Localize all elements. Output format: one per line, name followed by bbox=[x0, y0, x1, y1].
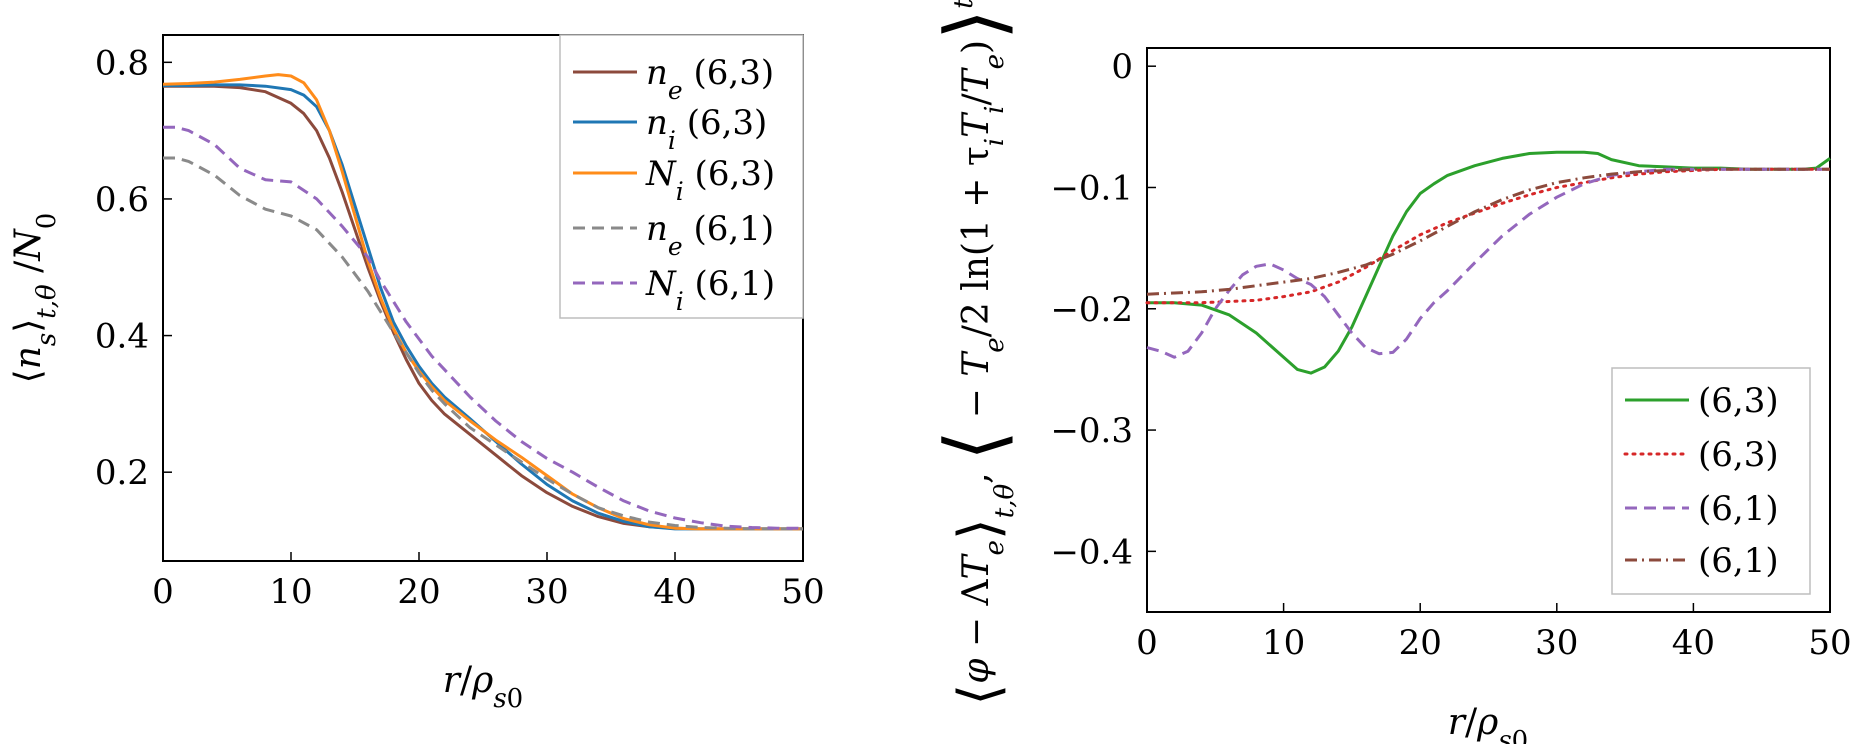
legend-item-Ni-6-3: Ni (6,3) bbox=[573, 154, 775, 206]
legend: ne (6,3) ni (6,3) Ni (6,3) ne (6,1) Ni (… bbox=[559, 34, 804, 319]
x-tick-label: 10 bbox=[1262, 623, 1305, 663]
x-axis-label: r/ρs0 bbox=[1448, 702, 1528, 744]
legend-item-6-3-dotted: (6,3) bbox=[1623, 435, 1779, 475]
legend-item-6-1-dashed: (6,1) bbox=[1625, 489, 1779, 529]
x-axis-label: r/ρs0 bbox=[443, 660, 523, 714]
x-tick-label: 50 bbox=[1808, 623, 1850, 663]
legend-label: Ni (6,1) bbox=[645, 264, 775, 316]
legend-item-ni-6-3: ni (6,3) bbox=[573, 103, 767, 155]
x-tick-label: 20 bbox=[1399, 623, 1442, 663]
x-tick-label: 20 bbox=[397, 572, 440, 612]
series-group bbox=[162, 73, 803, 531]
legend-item-ne-6-3: ne (6,3) bbox=[573, 53, 774, 105]
tick-group: 0 10 20 30 40 50 0.2 0.4 0.6 0.8 bbox=[95, 43, 825, 612]
legend-box bbox=[1611, 367, 1811, 595]
series-line-4 bbox=[163, 125, 803, 530]
legend-label: ni (6,3) bbox=[646, 103, 767, 155]
x-tick-label: 40 bbox=[653, 572, 696, 612]
legend-label: ne (6,1) bbox=[646, 209, 774, 261]
legend-item-Ni-6-1: Ni (6,1) bbox=[573, 264, 775, 316]
density-profile-chart: 0 10 20 30 40 50 0.2 0.4 0.6 0.8 ⟨ns⟩t,θ /N0 r/ρs… bbox=[8, 34, 825, 714]
x-tick-label: 10 bbox=[269, 572, 312, 612]
series-line-3 bbox=[1146, 167, 1830, 296]
x-tick-label: 40 bbox=[1672, 623, 1715, 663]
y-tick-label: 0.6 bbox=[95, 180, 149, 220]
x-tick-label: 0 bbox=[152, 572, 174, 612]
legend-label: (6,1) bbox=[1698, 489, 1779, 529]
y-tick-label: −0.1 bbox=[1050, 168, 1133, 208]
y-tick-label: 0.4 bbox=[95, 317, 149, 357]
tick-group: 0 10 20 30 40 50 0 −0.1 −0.2 −0.3 −0.4 bbox=[1050, 47, 1850, 663]
y-tick-label: −0.4 bbox=[1050, 532, 1133, 572]
legend-label: ne (6,3) bbox=[646, 53, 774, 105]
x-tick-label: 0 bbox=[1136, 623, 1158, 663]
y-tick-label: −0.3 bbox=[1050, 411, 1133, 451]
legend-item-ne-6-1: ne (6,1) bbox=[573, 209, 774, 261]
y-axis-label: ⟨φ − ΛTe⟩t,θ, ⟨ − Te/2 ln(1 + τiTi/Te)⟩t… bbox=[928, 0, 1021, 706]
legend-item-6-3-solid: (6,3) bbox=[1625, 381, 1779, 421]
y-tick-label: 0.8 bbox=[95, 43, 149, 83]
y-axis-label: ⟨ns⟩t,θ /N0 bbox=[8, 213, 62, 384]
legend-label: Ni (6,3) bbox=[645, 154, 775, 206]
series-line-0 bbox=[1147, 150, 1831, 375]
potential-profile-chart: 0 10 20 30 40 50 0 −0.1 −0.2 −0.3 −0.4 ⟨φ − ΛTe⟩t,… bbox=[928, 0, 1850, 744]
legend-label: (6,3) bbox=[1698, 381, 1779, 421]
legend-label: (6,1) bbox=[1698, 541, 1779, 581]
y-tick-label: −0.2 bbox=[1050, 290, 1133, 330]
x-tick-label: 30 bbox=[525, 572, 568, 612]
y-tick-label: 0.2 bbox=[95, 453, 149, 493]
x-tick-label: 30 bbox=[1535, 623, 1578, 663]
legend-item-6-1-dashdot: (6,1) bbox=[1625, 541, 1779, 581]
legend-label: (6,3) bbox=[1698, 435, 1779, 475]
series-group bbox=[1145, 150, 1832, 375]
x-tick-label: 50 bbox=[781, 572, 824, 612]
plot-frame bbox=[1146, 47, 1831, 613]
legend-box bbox=[559, 34, 804, 319]
legend: (6,3) (6,3) (6,1) (6,1) bbox=[1611, 367, 1811, 595]
series-line-1 bbox=[1145, 167, 1832, 305]
y-tick-label: 0 bbox=[1111, 47, 1133, 87]
